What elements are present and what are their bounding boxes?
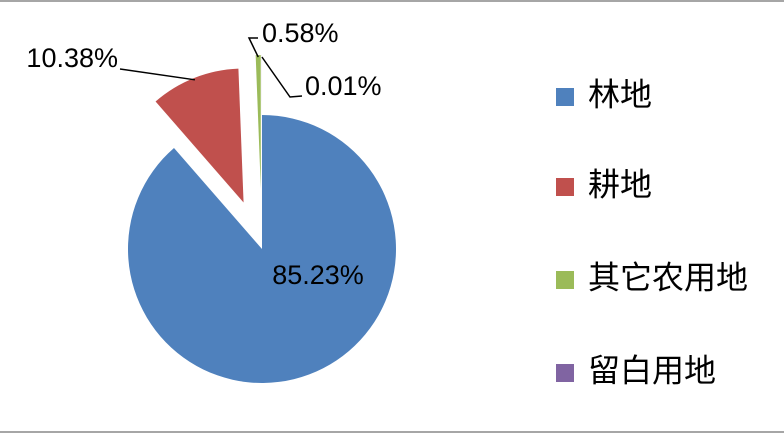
legend-swatch [556, 271, 574, 289]
data-label: 0.01% [305, 71, 382, 101]
pie-slice [155, 68, 244, 203]
data-label: 0.58% [262, 18, 339, 48]
pie-slice [255, 55, 261, 190]
legend-label: 留白用地 [588, 352, 716, 388]
leader-line [119, 68, 196, 81]
legend-label: 林地 [588, 76, 652, 112]
legend-label: 其它农用地 [588, 259, 748, 295]
legend-label: 耕地 [588, 166, 652, 202]
legend-swatch [556, 178, 574, 196]
data-label: 10.38% [26, 43, 118, 73]
legend-swatch [556, 88, 574, 106]
data-label: 85.23% [272, 260, 364, 290]
leader-line [261, 56, 303, 98]
legend-swatch [556, 364, 574, 382]
leader-line [247, 37, 259, 58]
pie-slice [127, 115, 396, 383]
